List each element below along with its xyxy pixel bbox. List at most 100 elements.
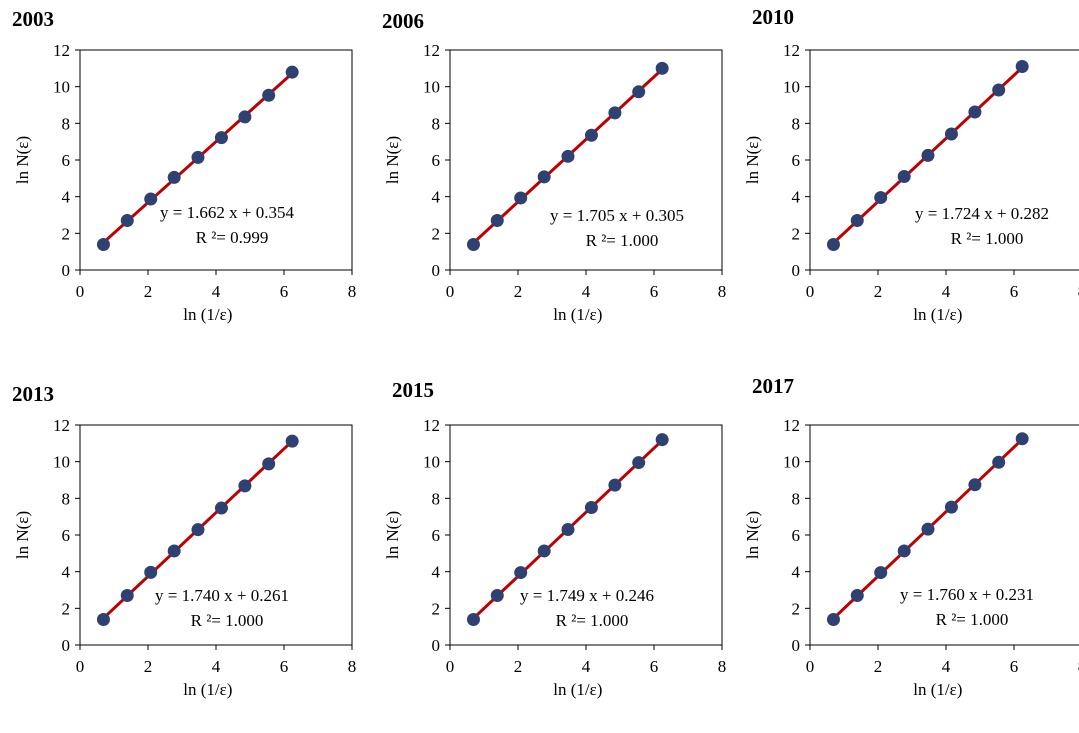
data-point: [561, 523, 575, 536]
y-tick-label: 6: [62, 526, 71, 545]
data-point: [850, 589, 864, 602]
x-tick-label: 8: [718, 282, 727, 301]
data-point: [238, 479, 252, 493]
y-tick-label: 6: [792, 526, 801, 545]
data-point: [490, 589, 504, 602]
x-axis-label: ln (1/ε): [913, 305, 962, 324]
data-point: [238, 110, 252, 124]
x-tick-label: 4: [212, 282, 221, 301]
data-point: [466, 238, 480, 252]
x-tick-label: 0: [806, 282, 815, 301]
chart-title: 2006: [382, 9, 424, 33]
x-tick-label: 2: [874, 282, 883, 301]
y-tick-label: 8: [62, 114, 71, 133]
x-tick-label: 2: [514, 657, 523, 676]
data-point: [285, 65, 299, 79]
x-tick-label: 2: [514, 282, 523, 301]
data-point: [167, 544, 181, 558]
r-squared-label: R ²= 1.000: [586, 231, 659, 250]
data-point: [144, 192, 158, 206]
data-point: [561, 149, 575, 163]
data-point: [921, 148, 935, 162]
x-tick-label: 4: [582, 657, 591, 676]
y-tick-label: 10: [53, 78, 70, 97]
chart-svg: 2015 0 2 4 6 8 10 12 0 2 4 6 8 ln (1/ε) ln N(ε) y = 1.7…: [383, 378, 727, 699]
data-point: [632, 85, 646, 99]
x-tick-label: 2: [874, 657, 883, 676]
data-point: [466, 613, 480, 627]
chart-panel-2006: 2006 0 2 4 6 8 10 12 0 2 4 6 8 ln (1/ε) ln N(ε) y = 1.7…: [370, 0, 730, 358]
y-tick-label: 10: [783, 453, 800, 472]
data-point: [968, 478, 982, 492]
y-axis-label: ln N(ε): [383, 136, 402, 184]
fit-equation: y = 1.740 x + 0.261: [155, 586, 289, 605]
x-tick-label: 0: [446, 657, 455, 676]
y-tick-label: 4: [792, 563, 801, 582]
r-squared-label: R ²= 1.000: [936, 610, 1009, 629]
data-point: [850, 214, 864, 227]
r-squared-label: R ²= 1.000: [951, 229, 1024, 248]
y-tick-label: 2: [792, 599, 801, 618]
y-tick-label: 0: [792, 636, 801, 655]
y-tick-label: 12: [53, 41, 70, 60]
y-tick-label: 12: [423, 416, 440, 435]
y-tick-label: 8: [792, 489, 801, 508]
y-tick-label: 2: [432, 599, 441, 618]
data-point: [191, 523, 205, 537]
y-axis-label: ln N(ε): [13, 511, 32, 559]
x-tick-label: 6: [280, 282, 289, 301]
chart-title: 2015: [392, 378, 434, 402]
x-tick-label: 8: [1078, 657, 1079, 676]
data-point: [96, 238, 110, 252]
chart-panel-2015: 2015 0 2 4 6 8 10 12 0 2 4 6 8 ln (1/ε) ln N(ε) y = 1.7…: [370, 375, 730, 733]
x-tick-label: 4: [942, 282, 951, 301]
data-point: [120, 214, 134, 227]
chart-svg: 2003 0 2 4 6 8 10 12 0 2 4 6 8 ln (1/ε) ln N(ε) y = 1.6…: [12, 7, 356, 324]
data-point: [921, 522, 935, 536]
data-point: [655, 433, 669, 447]
chart-title: 2010: [752, 5, 794, 29]
x-tick-label: 2: [144, 657, 153, 676]
x-axis-label: ln (1/ε): [553, 305, 602, 324]
data-point: [144, 565, 158, 579]
data-point: [874, 566, 888, 580]
r-squared-label: R ²= 1.000: [556, 611, 629, 630]
chart-svg: 2006 0 2 4 6 8 10 12 0 2 4 6 8 ln (1/ε) ln N(ε) y = 1.7…: [382, 9, 727, 324]
data-point: [992, 455, 1006, 469]
x-tick-label: 8: [1078, 282, 1079, 301]
data-point: [608, 478, 622, 492]
fit-equation: y = 1.760 x + 0.231: [900, 585, 1034, 604]
data-point: [655, 61, 669, 75]
x-tick-label: 8: [718, 657, 727, 676]
data-point: [1015, 60, 1029, 73]
y-tick-label: 12: [53, 416, 70, 435]
data-point: [897, 544, 911, 558]
y-tick-label: 10: [423, 78, 440, 97]
y-tick-label: 0: [792, 261, 801, 280]
data-point: [632, 456, 646, 470]
x-tick-label: 0: [806, 657, 815, 676]
chart-svg: 2017 0 2 4 6 8 10 12 0 2 4 6 8 ln (1/ε) ln N(ε) y = 1.7…: [743, 374, 1079, 699]
x-tick-label: 2: [144, 282, 153, 301]
chart-svg: 2010 0 2 4 6 8 10 12 0 2 4 6 8 ln (1/ε) ln N(ε) y = 1.7…: [743, 5, 1079, 324]
data-point: [262, 88, 276, 102]
data-point: [584, 501, 598, 514]
data-point: [262, 457, 276, 471]
data-point: [214, 501, 228, 515]
y-tick-label: 0: [432, 636, 441, 655]
data-point: [897, 170, 911, 183]
chart-panel-2003: 2003 0 2 4 6 8 10 12 0 2 4 6 8 ln (1/ε) ln N(ε) y = 1.6…: [0, 0, 360, 358]
chart-title: 2013: [12, 382, 54, 406]
y-tick-label: 10: [783, 78, 800, 97]
y-tick-label: 12: [423, 41, 440, 60]
y-tick-label: 10: [423, 453, 440, 472]
x-tick-label: 0: [76, 282, 85, 301]
y-tick-label: 6: [792, 151, 801, 170]
data-point: [944, 127, 958, 141]
y-tick-label: 12: [783, 41, 800, 60]
y-tick-label: 0: [62, 261, 71, 280]
y-tick-label: 8: [792, 114, 801, 133]
y-axis-label: ln N(ε): [383, 511, 402, 559]
x-tick-label: 4: [582, 282, 591, 301]
fit-equation: y = 1.724 x + 0.282: [915, 204, 1049, 223]
